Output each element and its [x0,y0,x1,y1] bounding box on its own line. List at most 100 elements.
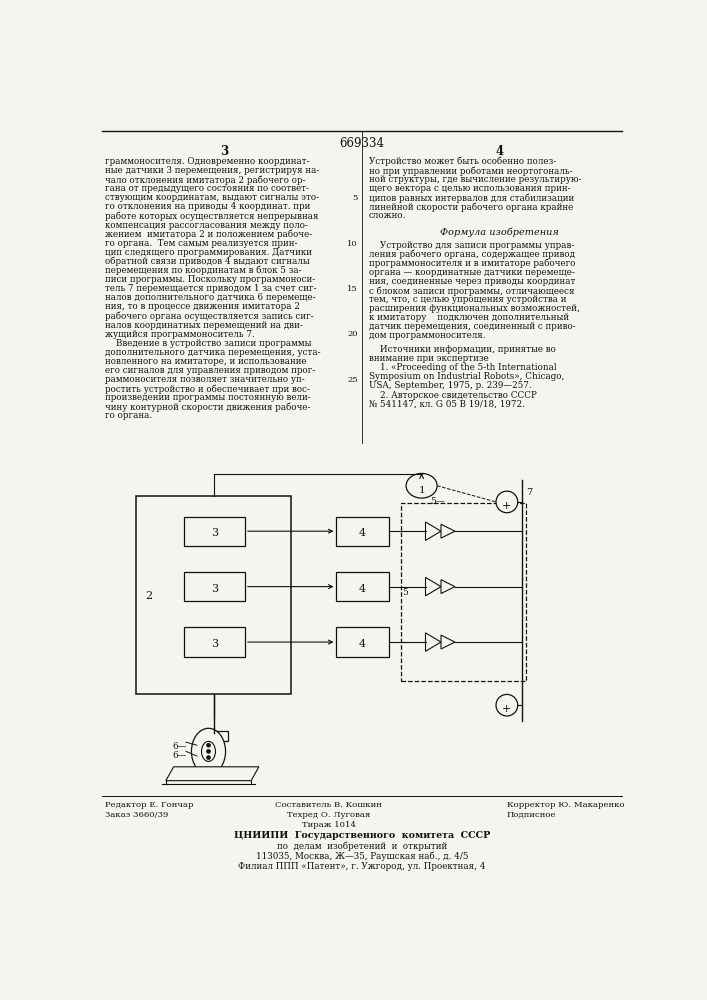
Polygon shape [426,577,441,596]
Text: линейной скорости рабочего органа крайне: линейной скорости рабочего органа крайне [369,202,573,212]
Text: 4: 4 [495,145,503,158]
Text: 25: 25 [347,376,358,384]
Bar [185,572,245,601]
Text: 1. «Proceeding of the 5-th International: 1. «Proceeding of the 5-th International [369,363,556,372]
Ellipse shape [206,756,211,759]
Text: налов координатных перемещений на дви-: налов координатных перемещений на дви- [105,321,303,330]
Text: внимание при экспертизе: внимание при экспертизе [369,354,489,363]
Text: № 541147, кл. G 05 B 19/18, 1972.: № 541147, кл. G 05 B 19/18, 1972. [369,400,525,409]
Text: программоносителя и в имитаторе рабочего: программоносителя и в имитаторе рабочего [369,259,575,268]
Polygon shape [441,524,455,538]
Text: произведении программы постоянную вели-: произведении программы постоянную вели- [105,393,311,402]
Text: 3: 3 [211,528,218,538]
Bar [185,627,245,657]
Text: ствующим координатам, выдают сигналы это-: ствующим координатам, выдают сигналы это… [105,193,320,202]
Text: Филиал ППП «Патент», г. Ужгород, ул. Проектная, 4: Филиал ППП «Патент», г. Ужгород, ул. Про… [238,862,486,871]
Text: го отклонения на приводы 4 координат. при: го отклонения на приводы 4 координат. пр… [105,202,311,211]
Text: 10: 10 [347,240,358,248]
Text: ЦНИИПИ  Государственного  комитета  СССР: ЦНИИПИ Государственного комитета СССР [234,831,490,840]
Text: 5: 5 [353,194,358,202]
Text: Устройство для записи программы управ-: Устройство для записи программы управ- [369,241,574,250]
Text: но при управлении роботами неортогональ-: но при управлении роботами неортогональ- [369,166,573,176]
Text: с блоком записи программы, отличающееся: с блоком записи программы, отличающееся [369,286,574,296]
Ellipse shape [406,473,437,498]
Polygon shape [441,635,455,649]
Polygon shape [166,767,259,781]
Text: Техред О. Луговая: Техред О. Луговая [287,811,370,819]
Text: Введение в устройство записи программы: Введение в устройство записи программы [105,339,312,348]
Polygon shape [426,633,441,651]
Text: компенсация рассогласования между поло-: компенсация рассогласования между поло- [105,221,308,230]
Ellipse shape [201,741,216,761]
Polygon shape [441,580,455,594]
Text: писи программы. Поскольку программоноси-: писи программы. Поскольку программоноси- [105,275,315,284]
Text: Тираж 1014: Тираж 1014 [302,821,356,829]
Text: датчик перемещения, соединенный с приво-: датчик перемещения, соединенный с приво- [369,322,575,331]
Text: чину контурной скорости движения рабоче-: чину контурной скорости движения рабоче- [105,402,311,412]
Text: 3: 3 [211,639,218,649]
Text: 1: 1 [419,486,425,495]
Text: +: + [502,704,512,714]
Text: ления рабочего органа, содержащее привод: ления рабочего органа, содержащее привод [369,250,575,259]
Text: го органа.  Тем самым реализуется прин-: го органа. Тем самым реализуется прин- [105,239,298,248]
Text: по  делам  изобретений  и  открытий: по делам изобретений и открытий [277,841,447,851]
Text: 2: 2 [145,591,152,601]
Text: к имитатору    подключен дополнительный: к имитатору подключен дополнительный [369,313,569,322]
Text: новленного на имитаторе, и использование: новленного на имитаторе, и использование [105,357,307,366]
Bar [200,731,228,741]
Text: гана от предыдущего состояния по соответ-: гана от предыдущего состояния по соответ… [105,184,310,193]
Bar [337,517,389,546]
Text: 4: 4 [359,528,366,538]
Text: 7: 7 [526,488,532,497]
Text: тель 7 перемещается приводом 1 за счет сиг-: тель 7 перемещается приводом 1 за счет с… [105,284,317,293]
Text: чало отклонения имитатора 2 рабочего ор-: чало отклонения имитатора 2 рабочего ор- [105,175,306,185]
Bar [401,503,526,681]
Text: 5: 5 [402,588,408,597]
Text: жущийся программоноситель 7.: жущийся программоноситель 7. [105,330,255,339]
Text: Формула изобретения: Формула изобретения [440,227,559,237]
Text: USA, September, 1975, p. 239—257.: USA, September, 1975, p. 239—257. [369,381,532,390]
Text: рабочего органа осуществляется запись сиг-: рабочего органа осуществляется запись си… [105,311,314,321]
Text: ростить устройство и обеспечивает при вос-: ростить устройство и обеспечивает при во… [105,384,310,394]
Text: раммоносителя позволяет значительно уп-: раммоносителя позволяет значительно уп- [105,375,305,384]
Text: Корректор Ю. Макаренко: Корректор Ю. Макаренко [507,801,624,809]
Bar [136,496,291,694]
Text: 5—: 5— [430,497,445,506]
Ellipse shape [496,491,518,513]
Polygon shape [426,522,441,540]
Text: щего вектора с целью использования прин-: щего вектора с целью использования прин- [369,184,571,193]
Text: 6—: 6— [172,751,187,760]
Text: дом программоносителя.: дом программоносителя. [369,331,486,340]
Ellipse shape [206,749,211,753]
Text: 4: 4 [359,584,366,594]
Text: расширения функциональных возможностей,: расширения функциональных возможностей, [369,304,580,313]
Text: перемещения по координатам в блок 5 за-: перемещения по координатам в блок 5 за- [105,266,302,275]
Text: Заказ 3660/39: Заказ 3660/39 [105,811,169,819]
Text: ципов равных интервалов для стабилизации: ципов равных интервалов для стабилизации [369,193,574,203]
Text: 15: 15 [347,285,358,293]
Text: работе которых осуществляется непрерывная: работе которых осуществляется непрерывна… [105,211,319,221]
Text: сложно.: сложно. [369,211,407,220]
Text: его сигналов для управления приводом прог-: его сигналов для управления приводом про… [105,366,316,375]
Text: Устройство может быть особенно полез-: Устройство может быть особенно полез- [369,157,556,166]
Text: органа — координатные датчики перемеще-: органа — координатные датчики перемеще- [369,268,575,277]
Text: +: + [502,501,512,511]
Text: цип следящего программирования. Датчики: цип следящего программирования. Датчики [105,248,312,257]
Text: дополнительного датчика перемещения, уста-: дополнительного датчика перемещения, уст… [105,348,321,357]
Text: налов дополнительного датчика 6 перемеще-: налов дополнительного датчика 6 перемеще… [105,293,316,302]
Ellipse shape [496,694,518,716]
Text: 3: 3 [211,584,218,594]
Text: тем, что, с целью упрощения устройства и: тем, что, с целью упрощения устройства и [369,295,566,304]
Ellipse shape [192,728,226,774]
Text: ния, соединенные через приводы координат: ния, соединенные через приводы координат [369,277,575,286]
Text: Составитель В. Кошкин: Составитель В. Кошкин [275,801,382,809]
Text: го органа.: го органа. [105,411,153,420]
Text: ные датчики 3 перемещения, регистрируя на-: ные датчики 3 перемещения, регистрируя н… [105,166,320,175]
Text: ния, то в процессе движения имитатора 2: ния, то в процессе движения имитатора 2 [105,302,300,311]
Text: 113035, Москва, Ж—35, Раушская наб., д. 4/5: 113035, Москва, Ж—35, Раушская наб., д. … [256,852,468,861]
Text: 2. Авторское свидетельство СССР: 2. Авторское свидетельство СССР [369,391,537,400]
Text: Источники информации, принятые во: Источники информации, принятые во [369,345,556,354]
Text: 3: 3 [220,145,228,158]
Text: обратной связи приводов 4 выдают сигналы: обратной связи приводов 4 выдают сигналы [105,257,310,266]
Text: Symposium on Industrial Robots», Chicago,: Symposium on Industrial Robots», Chicago… [369,372,564,381]
